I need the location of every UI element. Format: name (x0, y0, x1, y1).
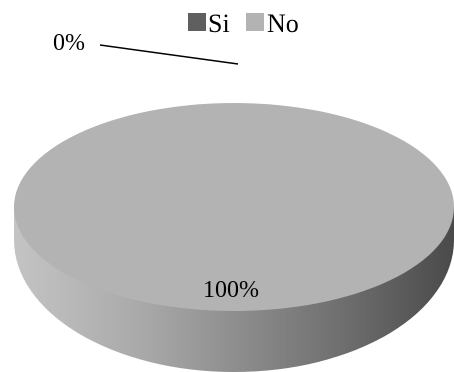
pie-slice-no (14, 103, 454, 311)
pie-slices (14, 103, 454, 372)
legend-swatch-si (188, 13, 206, 31)
legend-label-no: No (267, 9, 299, 38)
legend-label-si: Si (208, 9, 230, 38)
data-label-si: 0% (53, 30, 85, 56)
legend: Si No (188, 9, 299, 38)
leader-line-si (99, 44, 239, 65)
data-label-no: 100% (203, 277, 259, 303)
legend-swatch-no (246, 13, 264, 31)
